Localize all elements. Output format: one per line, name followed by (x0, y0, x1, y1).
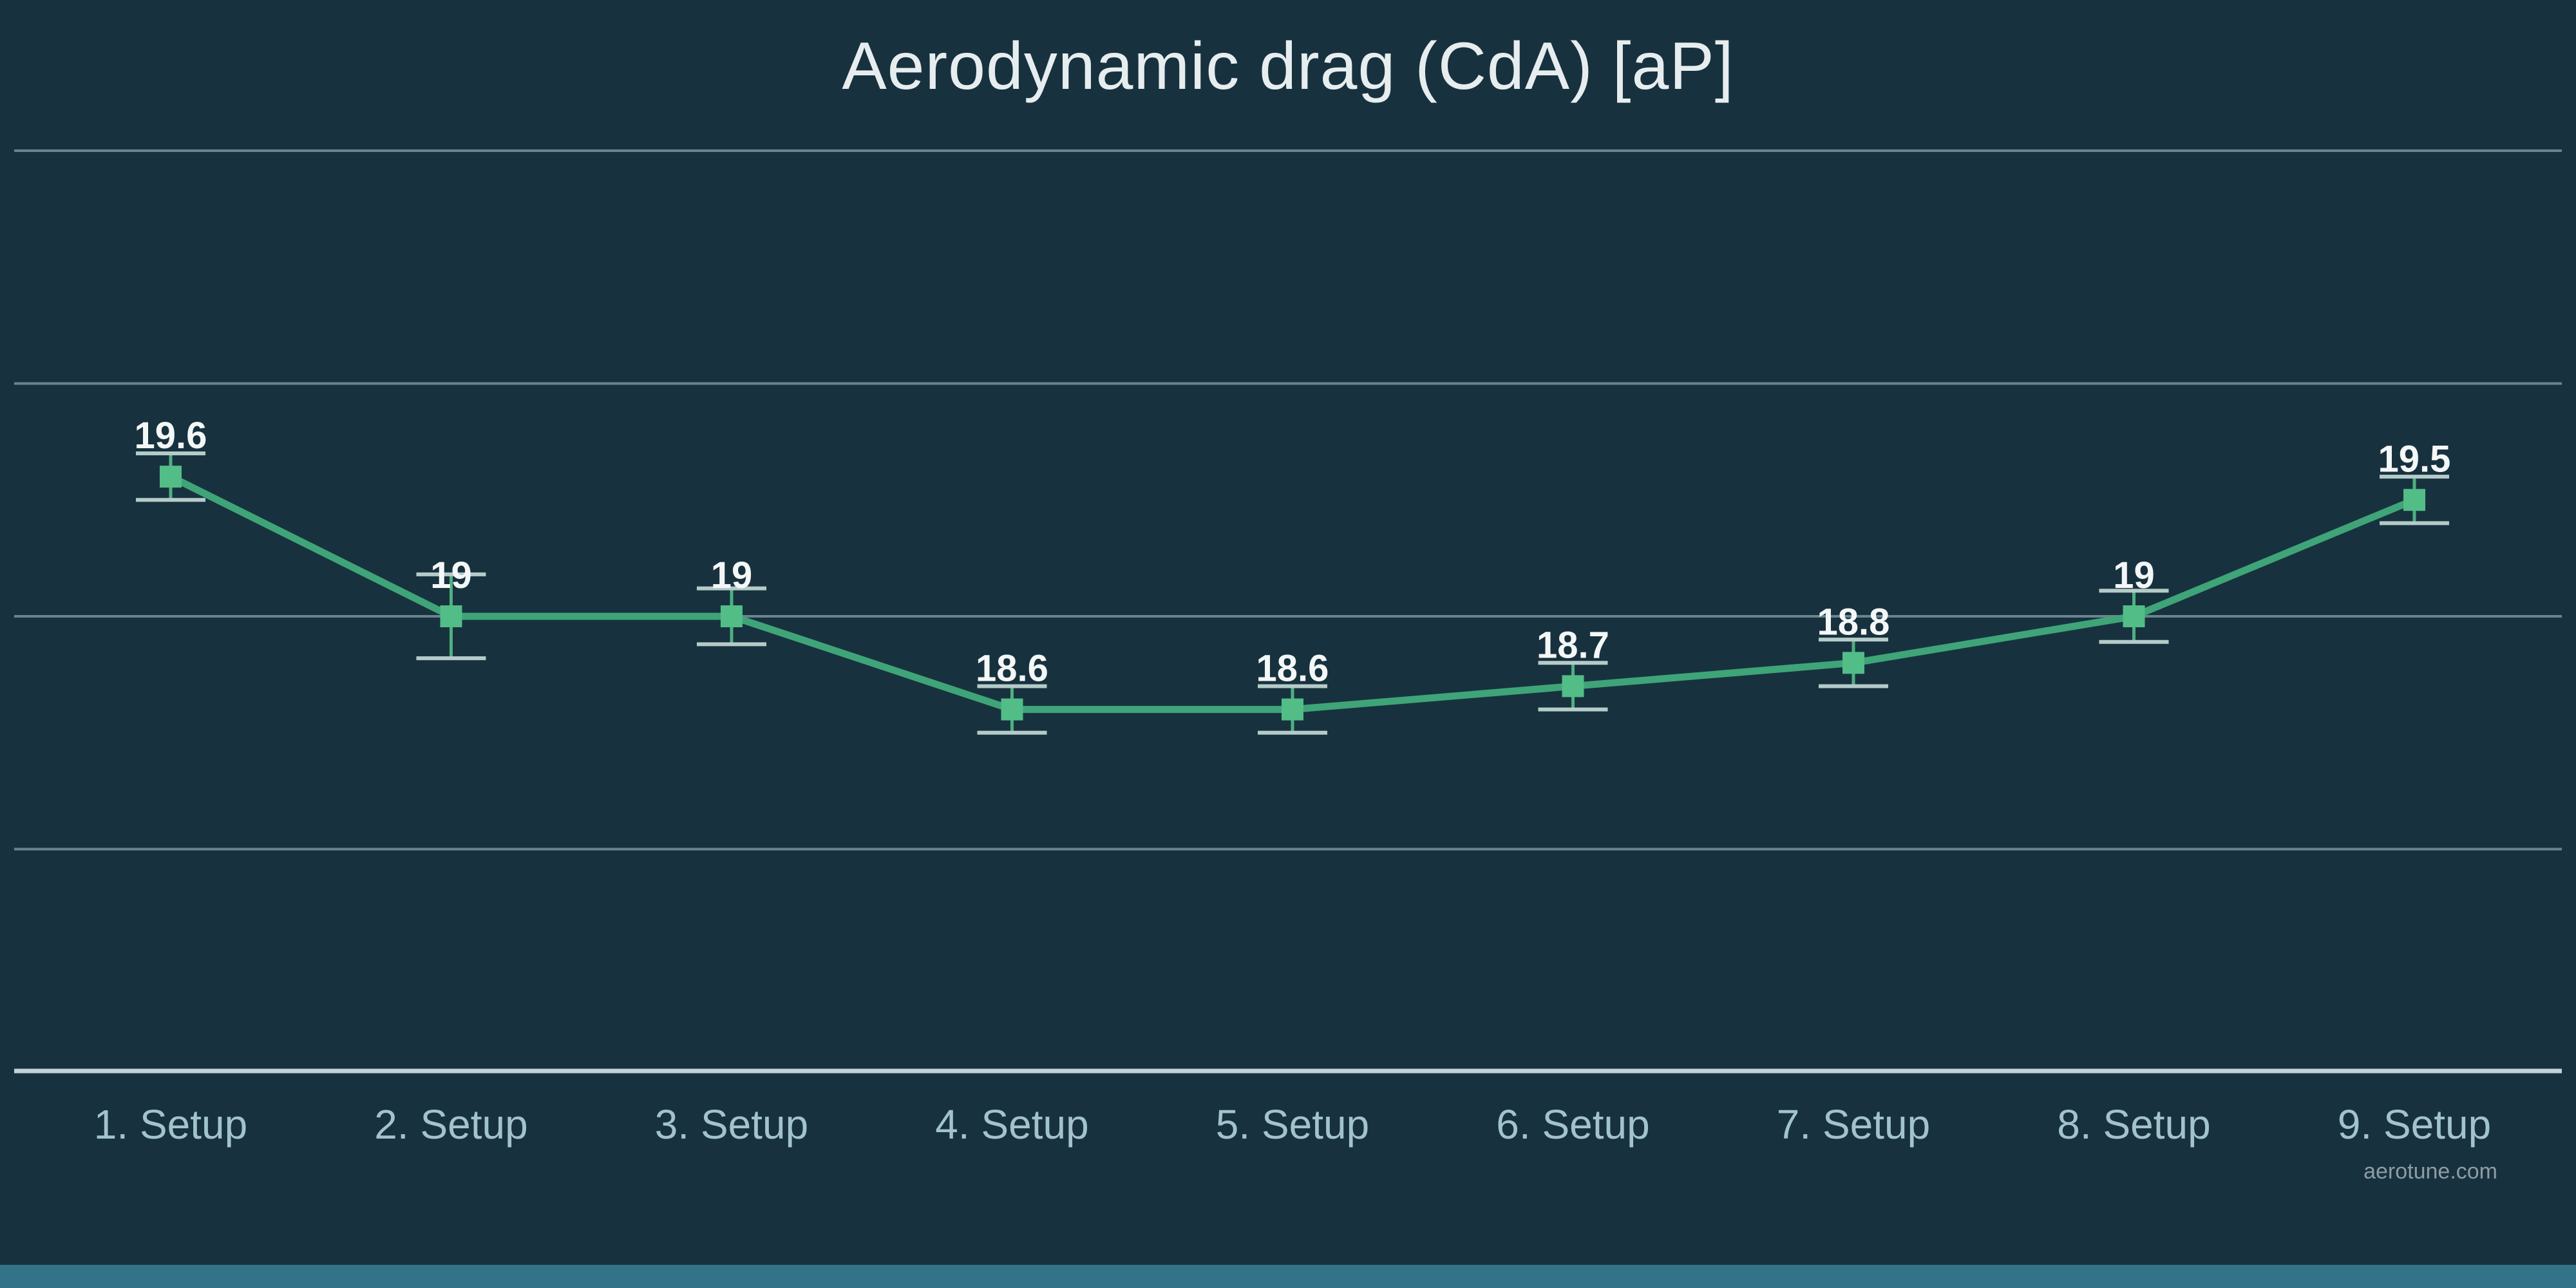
data-point-marker (160, 466, 182, 488)
data-point-marker (2403, 489, 2425, 511)
watermark: aerotune.com (2363, 1159, 2497, 1184)
x-axis-label: 4. Setup (935, 1101, 1088, 1148)
data-value-label: 19 (711, 554, 753, 596)
x-axis-label: 5. Setup (1216, 1101, 1369, 1148)
footer-bar (0, 1265, 2576, 1288)
data-value-label: 19.6 (135, 415, 207, 457)
x-axis-label: 2. Setup (374, 1101, 527, 1148)
data-value-label: 19.5 (2378, 438, 2451, 480)
x-axis-label: 1. Setup (94, 1101, 247, 1148)
data-value-label: 18.8 (1817, 601, 1890, 643)
x-axis-label: 7. Setup (1777, 1101, 1930, 1148)
x-axis-label: 8. Setup (2057, 1101, 2210, 1148)
data-point-marker (1842, 652, 1864, 674)
data-value-label: 18.6 (1256, 648, 1329, 690)
data-point-marker (721, 605, 743, 627)
data-point-marker (1001, 698, 1023, 721)
data-value-label: 19 (430, 554, 472, 596)
data-point-marker (1282, 698, 1303, 721)
x-axis-label: 3. Setup (655, 1101, 808, 1148)
chart-title: Aerodynamic drag (CdA) [aP] (842, 29, 1734, 104)
data-point-marker (1562, 675, 1584, 697)
data-value-label: 18.7 (1537, 624, 1609, 666)
data-point-marker (2123, 605, 2145, 627)
x-axis-label: 6. Setup (1496, 1101, 1649, 1148)
data-value-label: 18.6 (976, 648, 1048, 690)
data-value-label: 19 (2113, 554, 2155, 596)
x-axis-label: 9. Setup (2338, 1101, 2491, 1148)
data-point-marker (440, 605, 462, 627)
